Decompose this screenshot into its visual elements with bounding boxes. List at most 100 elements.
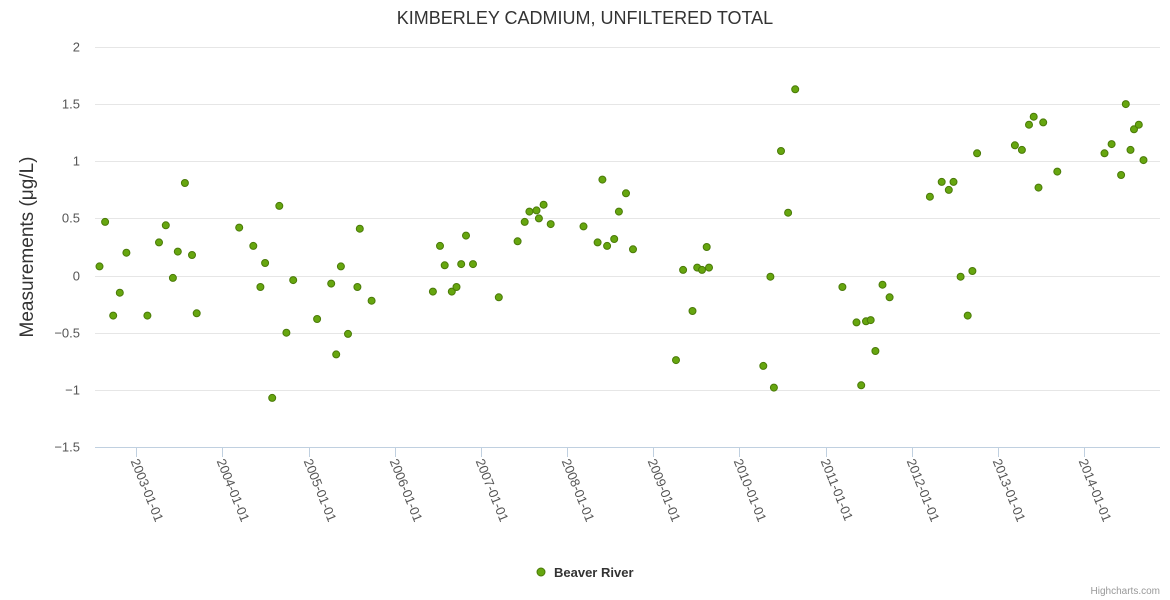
data-point[interactable] [705, 263, 713, 272]
data-point[interactable] [520, 217, 529, 226]
data-point[interactable] [344, 329, 352, 338]
y-tick-label: −0.5 [54, 326, 80, 341]
data-point[interactable] [593, 238, 602, 247]
data-point[interactable] [513, 237, 522, 246]
data-point[interactable] [249, 241, 258, 250]
data-point[interactable] [355, 224, 364, 233]
data-point[interactable] [332, 350, 341, 359]
data-point[interactable] [1034, 183, 1043, 192]
data-point[interactable] [949, 177, 958, 186]
data-point[interactable] [698, 265, 706, 274]
data-point[interactable] [109, 311, 118, 320]
data-point[interactable] [192, 309, 201, 318]
data-point[interactable] [968, 267, 977, 275]
data-point[interactable] [452, 283, 461, 291]
y-tick-label: 0.5 [62, 211, 80, 226]
data-point[interactable] [115, 288, 124, 297]
data-point[interactable] [598, 175, 607, 184]
data-point[interactable] [1053, 167, 1062, 176]
data-point[interactable] [1130, 125, 1138, 134]
data-point[interactable] [603, 241, 612, 250]
data-point[interactable] [944, 185, 953, 194]
data-point[interactable] [885, 293, 894, 302]
credits-link[interactable]: Highcharts.com [1091, 586, 1160, 597]
legend[interactable]: Beaver River [536, 565, 634, 580]
data-point[interactable] [614, 207, 623, 216]
data-point[interactable] [261, 259, 270, 267]
data-point[interactable] [688, 307, 697, 315]
data-point[interactable] [367, 296, 376, 305]
data-point[interactable] [777, 147, 785, 155]
data-point[interactable] [289, 276, 298, 285]
data-point[interactable] [462, 231, 470, 240]
data-point[interactable] [188, 251, 196, 259]
data-point[interactable] [101, 217, 110, 226]
data-point[interactable] [1100, 149, 1109, 158]
data-point[interactable] [275, 201, 284, 210]
data-point[interactable] [532, 206, 541, 215]
data-point[interactable] [769, 383, 778, 392]
data-point[interactable] [168, 273, 177, 282]
data-point[interactable] [973, 149, 982, 158]
data-point[interactable] [436, 241, 444, 250]
data-point[interactable] [155, 238, 163, 247]
data-point[interactable] [784, 208, 793, 217]
data-point[interactable] [622, 189, 630, 198]
data-point[interactable] [838, 283, 847, 291]
data-point[interactable] [579, 222, 588, 231]
data-point[interactable] [525, 207, 534, 216]
data-point[interactable] [629, 245, 637, 254]
data-point[interactable] [1017, 145, 1026, 154]
data-point[interactable] [702, 243, 711, 251]
data-point[interactable] [143, 311, 152, 320]
data-point[interactable] [546, 220, 555, 229]
data-point[interactable] [327, 279, 336, 288]
data-point[interactable] [447, 287, 456, 296]
data-point[interactable] [925, 192, 934, 201]
data-point[interactable] [469, 260, 477, 269]
data-point[interactable] [457, 260, 466, 269]
data-point[interactable] [534, 214, 543, 223]
data-point[interactable] [180, 179, 189, 187]
data-point[interactable] [161, 221, 170, 230]
data-point[interactable] [1025, 120, 1033, 129]
data-point[interactable] [871, 347, 880, 355]
data-point[interactable] [336, 262, 345, 271]
data-point[interactable] [866, 316, 875, 325]
data-point[interactable] [878, 280, 887, 289]
data-point[interactable] [268, 393, 277, 402]
data-point[interactable] [610, 235, 619, 243]
data-point[interactable] [759, 361, 768, 370]
data-point[interactable] [852, 318, 861, 327]
data-point[interactable] [1117, 171, 1126, 179]
data-point[interactable] [1126, 145, 1135, 154]
data-point[interactable] [1107, 140, 1116, 149]
data-point[interactable] [956, 272, 965, 281]
data-point[interactable] [282, 328, 291, 337]
data-point[interactable] [791, 85, 800, 94]
data-point[interactable] [313, 315, 322, 323]
data-point[interactable] [1029, 112, 1038, 121]
data-point[interactable] [857, 381, 866, 390]
data-point[interactable] [95, 262, 104, 271]
data-point[interactable] [122, 248, 131, 257]
data-point[interactable] [679, 265, 688, 274]
data-point[interactable] [1121, 100, 1130, 109]
data-point[interactable] [235, 223, 244, 232]
data-point[interactable] [494, 293, 503, 302]
data-point[interactable] [672, 356, 680, 365]
data-point[interactable] [766, 272, 775, 281]
legend-item-label[interactable]: Beaver River [554, 565, 634, 580]
data-point[interactable] [1134, 120, 1143, 129]
data-point[interactable] [1010, 141, 1019, 150]
data-point[interactable] [440, 261, 449, 270]
data-point[interactable] [963, 311, 972, 320]
data-point[interactable] [937, 177, 946, 186]
data-point[interactable] [173, 247, 182, 256]
data-point[interactable] [1139, 156, 1148, 165]
data-point[interactable] [256, 283, 265, 291]
data-point[interactable] [539, 200, 548, 209]
data-point[interactable] [353, 283, 362, 291]
data-point[interactable] [428, 287, 437, 296]
data-point[interactable] [1039, 118, 1048, 127]
